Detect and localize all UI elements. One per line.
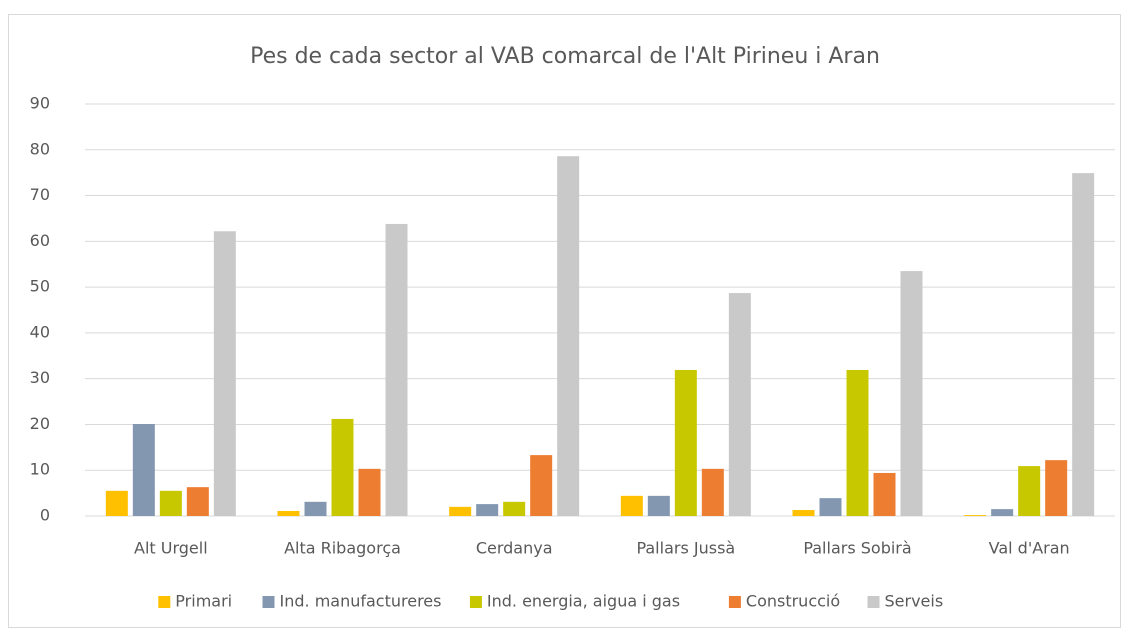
bar bbox=[647, 495, 670, 516]
bar bbox=[846, 369, 869, 516]
bar bbox=[1045, 460, 1068, 516]
bar bbox=[964, 515, 987, 516]
y-tick-label: 30 bbox=[30, 368, 50, 387]
bar bbox=[331, 418, 354, 516]
legend-swatch bbox=[158, 596, 171, 608]
bar bbox=[819, 498, 842, 516]
bar bbox=[674, 369, 697, 516]
bar bbox=[557, 156, 580, 517]
legend-swatch bbox=[728, 596, 741, 608]
x-tick-label: Pallars Jussà bbox=[636, 539, 735, 558]
y-tick-label: 40 bbox=[30, 322, 50, 341]
bar bbox=[1018, 466, 1041, 516]
y-tick-label: 0 bbox=[40, 506, 50, 525]
bar bbox=[728, 293, 751, 516]
bar bbox=[132, 423, 155, 516]
bar bbox=[900, 271, 923, 516]
x-tick-label: Pallars Sobirà bbox=[803, 539, 911, 558]
bar bbox=[503, 501, 526, 516]
y-tick-label: 90 bbox=[30, 94, 50, 113]
bar bbox=[530, 455, 553, 516]
chart-title: Pes de cada sector al VAB comarcal de l'… bbox=[250, 44, 880, 69]
legend-label: Primari bbox=[175, 592, 232, 611]
y-tick-label: 80 bbox=[30, 139, 50, 158]
bar bbox=[476, 504, 499, 516]
x-tick-label: Val d'Aran bbox=[989, 539, 1070, 558]
y-tick-label: 10 bbox=[30, 460, 50, 479]
x-tick-label: Cerdanya bbox=[476, 539, 553, 558]
bar bbox=[449, 506, 472, 516]
legend-swatch bbox=[867, 596, 880, 608]
legend-label: Construcció bbox=[746, 592, 840, 611]
bar bbox=[873, 472, 896, 516]
y-tick-label: 60 bbox=[30, 231, 50, 250]
bar bbox=[213, 231, 236, 517]
bar bbox=[1072, 173, 1095, 516]
y-tick-label: 70 bbox=[30, 185, 50, 204]
legend-label: Ind. energia, aigua i gas bbox=[487, 592, 680, 611]
bar bbox=[991, 509, 1014, 516]
bar bbox=[304, 501, 327, 516]
bar bbox=[277, 510, 300, 516]
x-tick-label: Alta Ribagorça bbox=[284, 539, 401, 558]
legend-label: Ind. manufactureres bbox=[280, 592, 442, 611]
bar bbox=[105, 490, 128, 516]
bar bbox=[792, 510, 815, 516]
bar bbox=[701, 468, 724, 516]
bar bbox=[385, 223, 408, 516]
bar bbox=[620, 495, 643, 516]
legend-swatch bbox=[262, 596, 275, 608]
x-tick-label: Alt Urgell bbox=[134, 539, 208, 558]
y-tick-label: 50 bbox=[30, 277, 50, 296]
bar bbox=[186, 487, 209, 516]
bar bbox=[159, 490, 182, 516]
legend-swatch bbox=[469, 596, 482, 608]
y-tick-label: 20 bbox=[30, 414, 50, 433]
legend-label: Serveis bbox=[885, 592, 944, 611]
bar bbox=[358, 468, 381, 516]
